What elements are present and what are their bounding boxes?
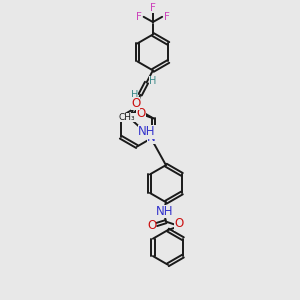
Text: O: O [174, 218, 184, 230]
Text: F: F [136, 12, 142, 22]
Text: CH₃: CH₃ [119, 113, 136, 122]
Text: O: O [136, 106, 146, 120]
Text: N: N [147, 131, 156, 144]
Text: NH: NH [138, 125, 156, 139]
Text: H: H [148, 76, 156, 86]
Text: F: F [164, 12, 170, 22]
Text: O: O [131, 98, 140, 110]
Text: NH: NH [156, 205, 173, 218]
Text: O: O [147, 219, 156, 232]
Text: F: F [150, 3, 156, 13]
Text: H: H [131, 90, 138, 100]
